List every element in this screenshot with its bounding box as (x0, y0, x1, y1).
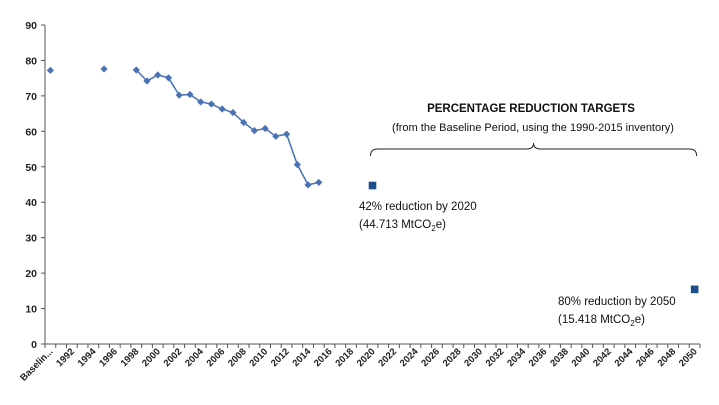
y-tick-label: 50 (25, 162, 37, 174)
y-tick-label: 80 (25, 55, 37, 67)
x-tick-label: 2032 (484, 346, 507, 369)
target-2020-line2: (44.713 MtCO2e) (359, 219, 446, 233)
x-tick-label: 2010 (248, 346, 271, 369)
x-tick-label: 2040 (570, 346, 593, 369)
x-tick-label: 2050 (677, 346, 700, 369)
data-point-diamond (186, 90, 194, 99)
annotation-title: PERCENTAGE REDUCTION TARGETS (427, 103, 635, 115)
x-tick-label: 1992 (54, 346, 77, 369)
data-point-diamond (207, 100, 216, 108)
x-tick-label: 2022 (376, 346, 399, 369)
y-tick-label: 30 (25, 233, 37, 245)
data-point-diamond (218, 105, 226, 113)
data-point-diamond (229, 108, 237, 117)
y-tick-label: 40 (25, 197, 37, 209)
annotations: PERCENTAGE REDUCTION TARGETS (from the B… (359, 103, 698, 328)
y-tick-label: 90 (25, 20, 37, 32)
target-point-square (368, 181, 377, 190)
target-2050-line2: (15.418 MtCO2e) (558, 314, 645, 328)
data-point-diamond (154, 71, 162, 79)
x-tick-label: 2016 (312, 346, 335, 369)
x-tick-label: 2030 (462, 346, 485, 369)
x-tick-label: 2020 (355, 346, 378, 369)
x-tick-label: 2038 (548, 346, 571, 369)
x-tick-label: 2008 (226, 346, 249, 369)
x-tick-label: 1998 (119, 346, 142, 369)
x-tick-label: 1996 (97, 346, 120, 369)
x-tick-label: 2046 (634, 346, 657, 369)
y-tick-label: 70 (25, 91, 37, 103)
y-tick-label: 0 (31, 339, 37, 351)
data-point-diamond (261, 124, 269, 133)
series-line (135, 69, 319, 186)
x-tick-label: 2014 (290, 346, 313, 369)
data-point-diamond (197, 98, 205, 106)
x-tick-label: 2012 (269, 346, 292, 369)
x-tick-label: 2018 (333, 346, 356, 369)
x-tick-label: 2044 (613, 346, 636, 369)
data-point-diamond (175, 91, 183, 99)
x-tick-label: 2048 (656, 346, 679, 369)
data-point-diamond (164, 74, 173, 82)
annotation-brace (370, 142, 698, 157)
x-tick-label: 2042 (591, 346, 614, 369)
x-tick-label: 2004 (183, 346, 206, 369)
data-point-diamond (100, 65, 108, 73)
chart-marks (46, 65, 699, 294)
x-tick-label: 1994 (76, 346, 99, 369)
x-tick-label: 2026 (419, 346, 442, 369)
data-point-diamond (272, 132, 280, 140)
x-tick-label: 2036 (527, 346, 550, 369)
x-tick-label: 2002 (162, 346, 185, 369)
y-tick-label: 20 (25, 268, 37, 280)
x-tick-label: Baselin... (18, 346, 55, 383)
target-2050-line1: 80% reduction by 2050 (558, 296, 676, 308)
x-tick-label: 2024 (398, 346, 421, 369)
y-tick-label: 60 (25, 126, 37, 138)
data-point-diamond (46, 66, 54, 74)
x-tick-label: 2028 (441, 346, 464, 369)
target-point-square (690, 285, 699, 294)
data-point-diamond (304, 181, 312, 189)
annotation-subtitle: (from the Baseline Period, using the 199… (392, 122, 674, 134)
x-tick-label: 2006 (205, 346, 228, 369)
y-tick-label: 10 (25, 304, 37, 316)
data-point-diamond (250, 127, 258, 135)
x-tick-label: 2000 (140, 346, 163, 369)
data-point-diamond (315, 178, 323, 186)
data-point-diamond (143, 77, 151, 85)
x-tick-label: 2034 (505, 346, 528, 369)
data-point-diamond (282, 130, 291, 138)
target-2020-line1: 42% reduction by 2020 (359, 201, 477, 213)
data-point-diamond (293, 161, 301, 169)
data-point-diamond (240, 118, 248, 127)
data-point-diamond (132, 66, 140, 74)
